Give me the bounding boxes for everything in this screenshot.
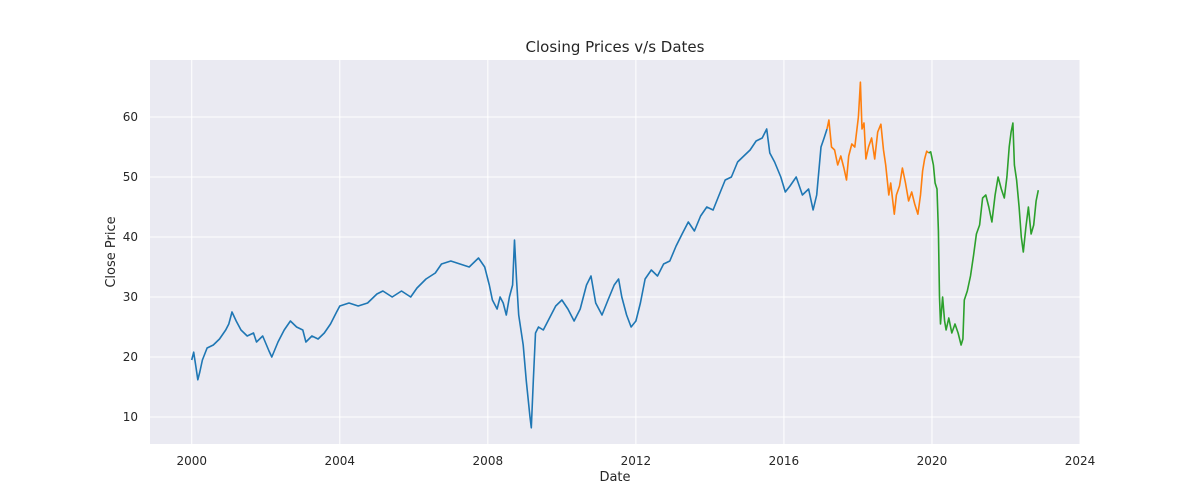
y-tick-label: 30 bbox=[123, 290, 138, 304]
y-tick-label: 20 bbox=[123, 350, 138, 364]
x-tick-label: 2016 bbox=[769, 454, 800, 468]
x-tick-label: 2024 bbox=[1065, 454, 1096, 468]
series-group bbox=[190, 81, 1040, 429]
grid-lines bbox=[150, 60, 1081, 444]
x-ticks: 2000 2004 2008 2012 2016 2020 2024 bbox=[176, 454, 1095, 468]
chart-title: Closing Prices v/s Dates bbox=[526, 38, 705, 56]
series-line-3 bbox=[928, 122, 1040, 346]
y-tick-label: 50 bbox=[123, 170, 138, 184]
x-tick-label: 2020 bbox=[917, 454, 948, 468]
series-line-1 bbox=[190, 128, 828, 429]
series-line-2 bbox=[826, 81, 930, 215]
y-axis-label: Close Price bbox=[104, 216, 119, 287]
y-tick-label: 60 bbox=[123, 110, 138, 124]
y-tick-label: 40 bbox=[123, 230, 138, 244]
x-tick-label: 2008 bbox=[473, 454, 504, 468]
x-tick-label: 2004 bbox=[325, 454, 356, 468]
y-tick-label: 10 bbox=[123, 410, 138, 424]
x-axis-label: Date bbox=[599, 470, 630, 485]
x-tick-label: 2000 bbox=[176, 454, 207, 468]
plot-area bbox=[150, 60, 1080, 444]
x-tick-label: 2012 bbox=[621, 454, 652, 468]
y-ticks: 10 20 30 40 50 60 bbox=[123, 110, 138, 424]
